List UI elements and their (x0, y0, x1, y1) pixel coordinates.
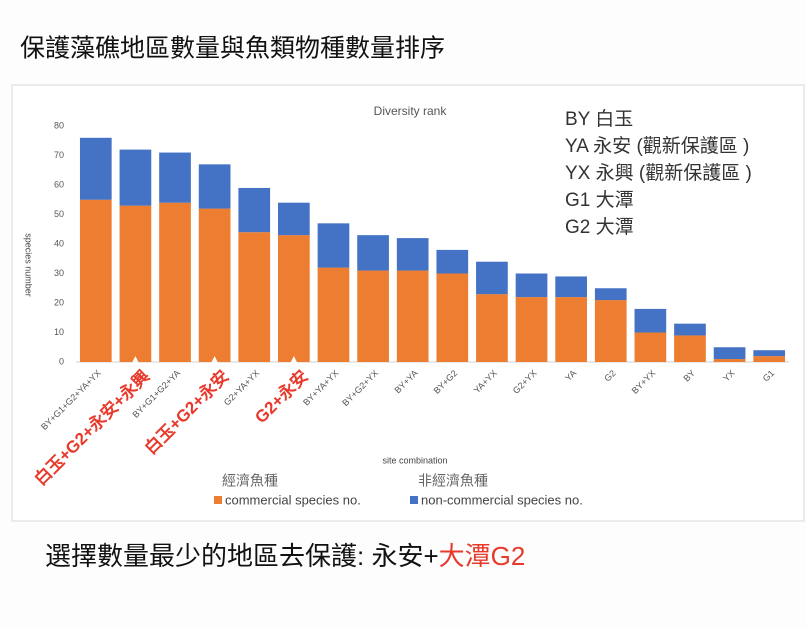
site-key: YA 永安 (觀新保護區 ) (565, 135, 749, 157)
y-tick-label: 40 (54, 238, 64, 248)
y-tick-label: 70 (54, 150, 64, 160)
bar-segment (317, 223, 350, 268)
bar-segment (317, 267, 350, 362)
bar-segment (515, 273, 548, 298)
bar-segment (753, 356, 786, 362)
annotation-pointer (288, 356, 299, 366)
legend-zh: 非經濟魚種 (418, 473, 488, 489)
site-key: G1 大潭 (565, 189, 634, 211)
bar-segment (594, 300, 627, 362)
site-key: YX 永興 (觀新保護區 ) (565, 162, 752, 184)
bar-segment (436, 249, 469, 274)
bar-segment (396, 238, 429, 271)
annotation-pointer (209, 356, 220, 366)
conclusion-text: 選擇數量最少的地區去保護: 永安+ (45, 541, 439, 571)
bar-segment (159, 202, 191, 362)
bar-segment (278, 235, 310, 362)
bar-segment (396, 270, 429, 362)
bar-segment (476, 261, 508, 295)
bar-segment (278, 202, 310, 236)
bar-segment (119, 205, 152, 362)
bar-segment (436, 273, 469, 362)
legend-label: non-commercial species no. (421, 492, 583, 507)
site-key: BY 白玉 (565, 108, 633, 130)
bar-segment (594, 288, 627, 301)
y-tick-label: 10 (54, 327, 64, 337)
legend-zh: 經濟魚種 (222, 473, 278, 489)
y-tick-label: 60 (54, 179, 64, 189)
slide-title: 保護藻礁地區數量與魚類物種數量排序 (20, 35, 445, 63)
y-tick-label: 30 (54, 268, 64, 278)
bar-segment (713, 359, 746, 362)
bar-segment (555, 276, 587, 298)
annotation-pointer (130, 356, 141, 366)
bar-segment (713, 347, 746, 360)
bar-segment (753, 350, 786, 357)
y-tick-label: 50 (54, 209, 64, 219)
y-tick-label: 0 (59, 356, 64, 366)
bar-segment (515, 297, 548, 362)
y-tick-label: 80 (54, 120, 64, 130)
conclusion: 選擇數量最少的地區去保護: 永安+大潭G2 (45, 541, 525, 571)
bar-segment (357, 235, 389, 271)
x-axis-title: site combination (382, 455, 447, 465)
bar-segment (159, 152, 191, 203)
legend-label: commercial species no. (225, 492, 361, 507)
site-key: G2 大潭 (565, 216, 634, 238)
chart-title: Diversity rank (374, 104, 448, 118)
bar-segment (238, 187, 271, 233)
bar-segment (555, 297, 587, 362)
legend-swatch (214, 496, 222, 504)
bar-segment (198, 208, 231, 362)
bar-segment (119, 149, 152, 206)
y-tick-label: 20 (54, 297, 64, 307)
bar-segment (79, 137, 112, 200)
bar-segment (238, 232, 271, 362)
bar-segment (198, 164, 231, 209)
bar-segment (674, 335, 706, 362)
y-axis-title: species number (24, 233, 34, 297)
bar-segment (674, 323, 706, 336)
bar-segment (79, 199, 112, 362)
legend-swatch (410, 496, 418, 504)
bar-segment (634, 308, 667, 333)
bar-segment (634, 332, 667, 362)
bar-segment (357, 270, 389, 362)
bar-segment (476, 294, 508, 362)
conclusion-highlight: 大潭G2 (439, 541, 526, 571)
